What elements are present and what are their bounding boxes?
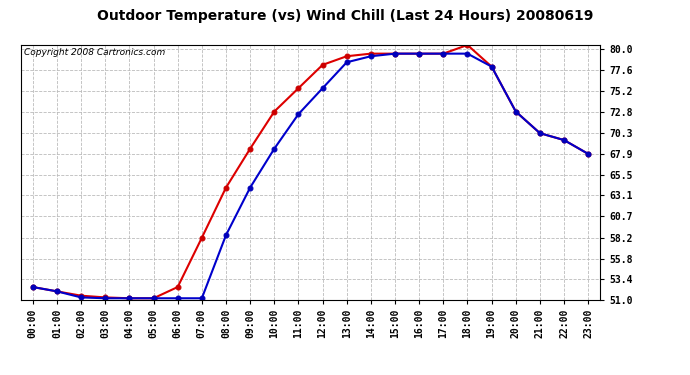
Text: Copyright 2008 Cartronics.com: Copyright 2008 Cartronics.com [23, 48, 165, 57]
Text: Outdoor Temperature (vs) Wind Chill (Last 24 Hours) 20080619: Outdoor Temperature (vs) Wind Chill (Las… [97, 9, 593, 23]
